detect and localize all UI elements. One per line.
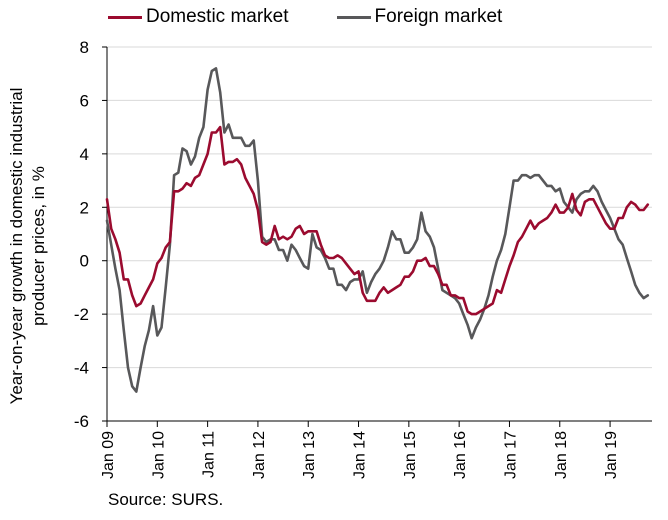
y-tick-label: 4: [80, 145, 89, 164]
x-tick-label: Jan 13: [301, 431, 318, 479]
y-tick-label: 6: [80, 91, 89, 110]
source-note: Source: SURS.: [108, 490, 224, 509]
legend-swatch-foreign: [336, 15, 371, 19]
x-tick-label: Jan 18: [553, 431, 570, 479]
series-line-domestic: [105, 125, 650, 316]
legend-swatch-domestic: [108, 15, 142, 19]
x-tick-label: Jan 09: [100, 431, 117, 479]
legend-label-domestic: Domestic market: [146, 6, 289, 27]
y-tick-label: -6: [74, 412, 89, 431]
y-tick-label: 8: [80, 38, 89, 57]
x-tick-label: Jan 16: [452, 431, 469, 479]
y-tick-label: -4: [74, 359, 89, 378]
x-tick-label: Jan 12: [251, 431, 268, 479]
legend: Domestic market Foreign market: [108, 6, 502, 28]
x-tick-label: Jan 11: [201, 431, 218, 478]
y-tick-label: 0: [80, 252, 89, 271]
x-tick-label: Jan 17: [502, 431, 519, 479]
y-tick-label: -2: [74, 305, 89, 324]
y-axis-title-line-1: Year-on-year growth in domestic industri…: [7, 88, 26, 405]
legend-item-domestic: Domestic market: [108, 6, 289, 28]
series-line-foreign: [105, 67, 650, 393]
legend-item-foreign: Foreign market: [336, 6, 503, 28]
y-axis-title-line-2: producer prices, in %: [29, 166, 48, 326]
y-tick-label: 2: [80, 198, 89, 217]
x-tick-label: Jan 14: [352, 431, 369, 479]
x-tick-label: Jan 19: [603, 431, 620, 479]
x-tick-label: Jan 15: [402, 431, 419, 479]
x-tick-label: Jan 10: [150, 431, 167, 479]
legend-label-foreign: Foreign market: [374, 6, 503, 27]
